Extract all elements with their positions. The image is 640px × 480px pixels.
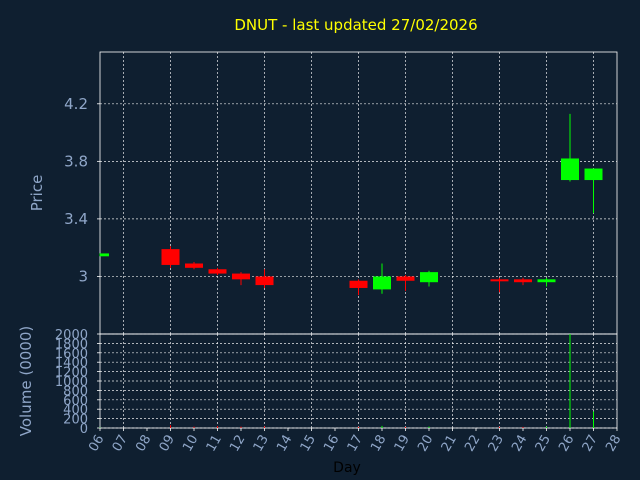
candle-body (349, 280, 368, 288)
price-panel: 3 3.4 3.8 4.2 (64, 51, 618, 335)
x-tick-label: 07 (110, 433, 131, 455)
x-axis-label: Day (333, 460, 361, 476)
x-tick-label: 28 (603, 433, 624, 455)
candle-body (514, 279, 532, 283)
candles (99, 113, 603, 296)
candle-body (561, 158, 579, 181)
volume-tick-label: 200 (63, 413, 88, 428)
candle-body (396, 276, 415, 281)
candle-body (161, 249, 180, 265)
x-tick-label: 16 (321, 433, 342, 455)
x-tick-label: 11 (204, 433, 225, 455)
candle-body (420, 272, 438, 283)
volume-bars (99, 334, 594, 428)
x-tick-label: 20 (415, 433, 436, 455)
candle-body (208, 269, 227, 274)
candle-body (232, 273, 250, 280)
x-tick-label: 06 (86, 433, 107, 455)
x-tick-label: 25 (533, 433, 554, 455)
volume-tick-label: 2000 (55, 328, 88, 343)
volume-tick-label: 1000 (55, 375, 88, 390)
price-axis-label: Price (28, 175, 46, 212)
x-tick-label: 19 (392, 433, 413, 455)
price-tick-label: 3 (78, 267, 88, 285)
x-tick-label: 09 (157, 433, 178, 455)
x-axis-ticks: 06 07 08 09 10 11 12 13 14 15 16 17 18 19 20 21 22 23 24 25… (86, 428, 624, 454)
candle-body (537, 279, 556, 283)
volume-tick-label: 800 (63, 384, 88, 399)
x-tick-label: 14 (274, 433, 295, 455)
chart-title: DNUT - last updated 27/02/2026 (234, 16, 477, 34)
candle-body (185, 263, 203, 268)
x-tick-label: 18 (368, 433, 389, 455)
x-tick-label: 21 (439, 433, 460, 455)
price-y-ticks: 3 3.4 3.8 4.2 (64, 95, 100, 285)
volume-tick-label: 1600 (55, 347, 88, 362)
volume-tick-label: 1800 (55, 337, 88, 352)
price-tick-label: 3.8 (64, 152, 88, 170)
x-tick-label: 15 (298, 433, 319, 455)
volume-tick-label: 0 (80, 422, 88, 437)
volume-axis-label: Volume (0000) (17, 326, 35, 436)
price-tick-label: 3.4 (64, 210, 88, 228)
x-tick-label: 13 (251, 433, 272, 455)
volume-tick-label: 1200 (55, 366, 88, 381)
x-tick-label: 23 (486, 433, 507, 455)
candle-body (584, 168, 603, 181)
volume-tick-label: 400 (63, 403, 88, 418)
volume-tick-label: 1400 (55, 356, 88, 371)
x-tick-label: 27 (580, 433, 601, 455)
candle-body (255, 276, 274, 286)
x-tick-label: 08 (133, 433, 154, 455)
candle-body (100, 253, 109, 257)
x-tick-label: 17 (345, 433, 366, 455)
price-tick-label: 4.2 (64, 95, 88, 113)
volume-tick-label: 600 (63, 394, 88, 409)
candle-body (373, 276, 391, 290)
x-tick-label: 24 (509, 433, 530, 455)
x-tick-label: 26 (556, 433, 577, 455)
candle-body (490, 279, 509, 282)
x-tick-label: 22 (462, 433, 483, 455)
x-tick-label: 12 (227, 433, 248, 455)
x-tick-label: 10 (180, 433, 201, 455)
